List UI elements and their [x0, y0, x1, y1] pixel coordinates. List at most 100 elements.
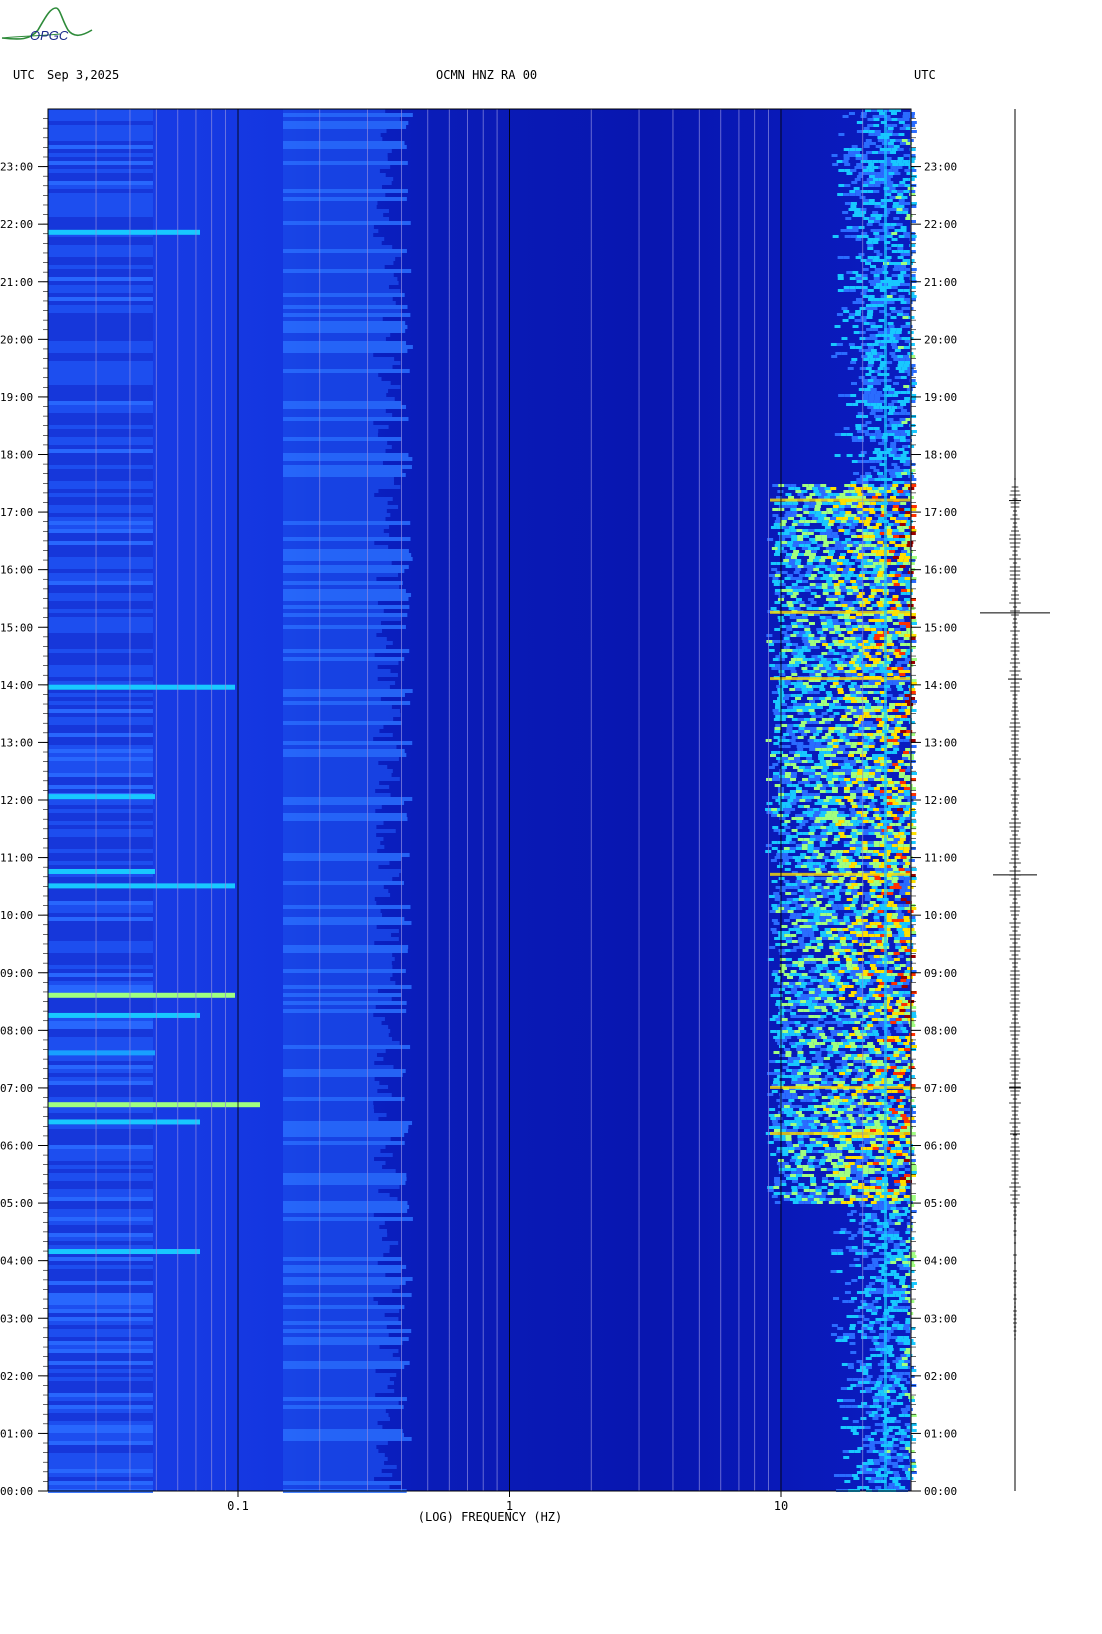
heat-cell	[809, 553, 816, 556]
heat-cell	[873, 238, 880, 241]
heat-cell	[898, 832, 905, 835]
heat-cell	[885, 814, 892, 817]
heat-cell	[880, 826, 887, 829]
heat-cell	[867, 220, 874, 223]
heat-cell	[855, 310, 862, 313]
heat-cell	[784, 775, 791, 778]
heat-cell	[807, 1033, 814, 1036]
heat-cell	[896, 1021, 903, 1024]
heat-cell	[283, 945, 409, 949]
heat-cell	[873, 568, 880, 571]
heat-cell	[779, 1102, 786, 1105]
heat-cell	[910, 1045, 917, 1048]
heat-cell	[48, 233, 153, 237]
heat-cell	[834, 730, 841, 733]
heat-cell	[786, 589, 793, 592]
heat-cell	[818, 517, 825, 520]
heat-cell	[821, 838, 828, 841]
heat-cell	[48, 965, 153, 969]
heat-cell	[902, 211, 909, 214]
heat-cell	[897, 298, 904, 301]
heat-cell	[283, 609, 384, 613]
heat-cell	[48, 405, 153, 409]
heat-cell	[834, 898, 841, 901]
heat-cell	[48, 561, 153, 565]
heat-cell	[283, 1333, 389, 1337]
heat-cell	[806, 928, 813, 931]
heat-cell	[868, 658, 875, 661]
heat-cell	[283, 1433, 404, 1437]
heat-cell	[880, 415, 887, 418]
heat-cell	[897, 532, 904, 535]
heat-cell	[804, 643, 811, 646]
heat-cell	[851, 586, 858, 589]
heat-cell	[828, 727, 835, 730]
heat-cell	[887, 535, 894, 538]
heat-cell	[861, 796, 868, 799]
heat-cell	[840, 730, 847, 733]
heat-cell	[862, 394, 869, 397]
heat-cell	[892, 484, 899, 487]
heat-cell	[893, 781, 900, 784]
heat-cell	[904, 970, 911, 973]
heat-cell	[896, 313, 903, 316]
heat-cell	[885, 547, 892, 550]
heat-cell	[902, 208, 909, 211]
heat-cell	[886, 658, 893, 661]
heat-cell	[870, 895, 877, 898]
heat-cell	[857, 652, 864, 655]
heat-cell	[898, 430, 905, 433]
heat-cell	[283, 241, 382, 245]
heat-cell	[825, 616, 832, 619]
heat-cell	[821, 538, 828, 541]
heat-cell	[771, 904, 778, 907]
heat-cell	[871, 1060, 878, 1063]
heat-cell	[810, 784, 817, 787]
heat-cell	[768, 574, 775, 577]
heat-cell	[855, 697, 862, 700]
heat-cell	[283, 1317, 399, 1321]
heat-cell	[825, 814, 832, 817]
heat-cell	[874, 529, 881, 532]
heat-cell	[838, 970, 845, 973]
heat-cell	[892, 133, 899, 136]
heat-cell	[849, 667, 856, 670]
heat-cell	[847, 1063, 854, 1066]
heat-cell	[850, 670, 857, 673]
heat-cell	[892, 1015, 899, 1018]
heat-cell	[879, 904, 886, 907]
heat-cell	[891, 667, 898, 670]
heat-cell	[867, 841, 874, 844]
heat-cell	[860, 1075, 867, 1078]
heat-cell	[842, 1066, 849, 1069]
heat-cell	[863, 553, 870, 556]
heat-cell	[841, 1060, 848, 1063]
heat-cell	[48, 877, 153, 881]
heat-cell	[901, 472, 908, 475]
heat-cell	[48, 109, 153, 113]
heat-cell	[48, 597, 153, 601]
heat-cell	[909, 733, 916, 736]
heat-cell	[890, 607, 897, 610]
heat-cell	[898, 877, 905, 880]
heat-cell	[283, 953, 393, 957]
heat-cell	[769, 946, 776, 949]
heat-cell	[821, 1009, 828, 1012]
heat-cell	[869, 439, 876, 442]
heat-cell	[837, 739, 844, 742]
heat-cell	[827, 1051, 834, 1054]
heat-cell	[851, 436, 858, 439]
heat-cell	[786, 601, 793, 604]
heat-cell	[801, 1042, 808, 1045]
heat-cell	[826, 556, 833, 559]
heat-cell	[809, 583, 816, 586]
heat-cell	[804, 706, 811, 709]
heat-cell	[857, 1093, 864, 1096]
heat-cell	[829, 1039, 836, 1042]
heat-cell	[857, 1036, 864, 1039]
heat-cell	[875, 817, 882, 820]
heat-cell	[895, 724, 902, 727]
heat-cell	[875, 1009, 882, 1012]
heat-cell	[820, 913, 827, 916]
heat-cell	[856, 811, 863, 814]
